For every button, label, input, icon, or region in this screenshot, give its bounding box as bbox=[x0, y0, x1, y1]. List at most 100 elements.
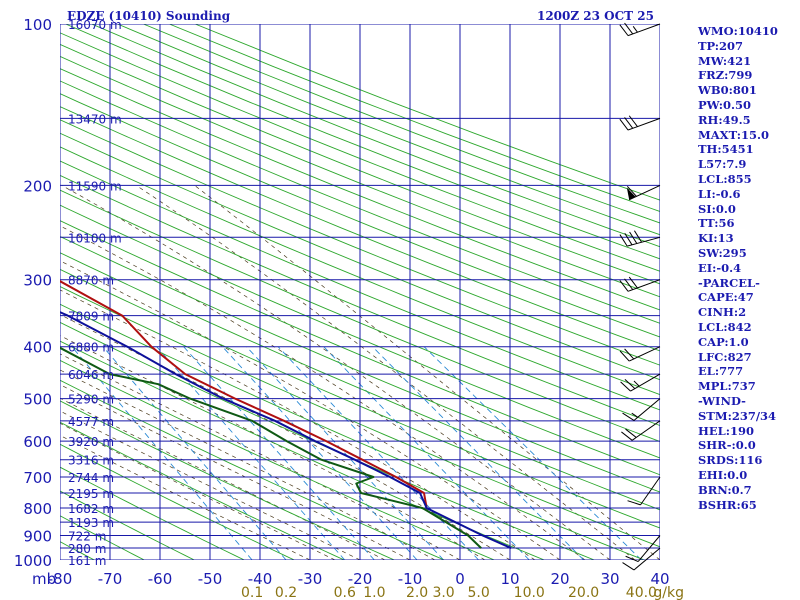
sounding-index: LCL:842 bbox=[698, 319, 752, 334]
mixing-ratio-line bbox=[71, 346, 253, 560]
temperature-tick-label: -20 bbox=[348, 570, 373, 588]
sounding-indices-panel: WMO:10410 TP:207 MW:421 FRZ:799 WB0:801 PW:0.… bbox=[698, 24, 798, 512]
pressure-tick-label: 500 bbox=[23, 391, 52, 409]
sounding-index: EHI:0.0 bbox=[698, 467, 748, 482]
wind-barb bbox=[619, 346, 661, 362]
mixing-ratio-line bbox=[102, 346, 287, 560]
temperature-tick-label: -30 bbox=[298, 570, 323, 588]
sounding-index: SHR-:0.0 bbox=[698, 438, 756, 453]
sounding-index: MPL:737 bbox=[698, 379, 756, 394]
sounding-index: STM:237/34 bbox=[698, 408, 777, 423]
mixing-ratio-label: 10.0 bbox=[514, 585, 545, 600]
sounding-index: LCL:855 bbox=[698, 171, 752, 186]
dry-adiabat-line bbox=[60, 32, 660, 272]
pressure-tick-label: 200 bbox=[23, 177, 52, 195]
dry-adiabat-line bbox=[65, 24, 660, 260]
sounding-index: FRZ:799 bbox=[698, 68, 753, 83]
pressure-unit-label: mb bbox=[32, 570, 56, 588]
dry-adiabat-line bbox=[60, 43, 660, 285]
height-label: 3920 m bbox=[68, 435, 114, 449]
height-label: 4577 m bbox=[68, 415, 114, 429]
wind-barb bbox=[619, 115, 661, 131]
wind-barb bbox=[621, 420, 661, 441]
wind-barb bbox=[627, 476, 661, 506]
mixing-ratio-label: 40.0 bbox=[626, 585, 657, 600]
sounding-index: CINH:2 bbox=[698, 305, 747, 320]
wind-barb bbox=[622, 398, 661, 421]
wind-barb bbox=[622, 547, 661, 571]
sounding-index: SI:0.0 bbox=[698, 201, 736, 216]
chart-datetime: 1200Z 23 OCT 25 bbox=[537, 9, 654, 23]
height-label: 1193 m bbox=[68, 516, 114, 530]
pressure-tick-label: 600 bbox=[23, 433, 52, 451]
mixing-ratio-label: 20.0 bbox=[568, 585, 599, 600]
pressure-tick-label: 400 bbox=[23, 339, 52, 357]
moist-adiabat-line bbox=[60, 410, 361, 560]
moist-adiabat-line bbox=[60, 335, 486, 560]
mixing-ratio-label: 2.0 bbox=[406, 585, 428, 600]
height-label: 161 m bbox=[68, 554, 106, 568]
profile-series-0 bbox=[60, 280, 428, 509]
wind-barb bbox=[619, 230, 661, 247]
sounding-index: EL:777 bbox=[698, 364, 744, 379]
mixing-ratio-line bbox=[372, 346, 584, 560]
chart-title: EDZE (10410) Sounding bbox=[67, 9, 231, 23]
mixing-ratio-line bbox=[323, 346, 530, 560]
temperature-tick-label: -70 bbox=[98, 570, 123, 588]
mixing-ratio-unit-label: g/kg bbox=[653, 585, 684, 600]
height-label: 6046 m bbox=[68, 368, 114, 382]
wind-barb bbox=[625, 535, 661, 563]
sounding-index: WB0:801 bbox=[698, 83, 757, 98]
mixing-ratio-line bbox=[156, 346, 346, 560]
temperature-tick-label: -50 bbox=[198, 570, 223, 588]
sounding-index: KI:13 bbox=[698, 231, 734, 246]
sounding-index: TH:5451 bbox=[698, 142, 754, 157]
sounding-index: LFC:827 bbox=[698, 349, 752, 364]
height-label: 3316 m bbox=[68, 454, 114, 468]
sounding-index: BSHR:65 bbox=[698, 497, 757, 512]
height-label: 16070 m bbox=[68, 18, 122, 32]
temperature-tick-label: 20 bbox=[550, 570, 569, 588]
height-label: 11590 m bbox=[68, 179, 122, 193]
wind-barb bbox=[626, 184, 661, 201]
mixing-ratio-label: 0.6 bbox=[334, 585, 356, 600]
sounding-index: WMO:10410 bbox=[698, 24, 778, 38]
moist-adiabat-line bbox=[61, 185, 611, 560]
sounding-index: CAPE:47 bbox=[698, 290, 754, 305]
sounding-index: -PARCEL- bbox=[698, 275, 760, 290]
temperature-tick-label: -80 bbox=[48, 570, 73, 588]
height-label: 6880 m bbox=[68, 341, 114, 355]
sounding-index: BRN:0.7 bbox=[698, 482, 752, 497]
sounding-index: LI:-0.6 bbox=[698, 186, 741, 201]
mixing-ratio-label: 5.0 bbox=[467, 585, 489, 600]
mixing-ratio-line bbox=[222, 346, 418, 560]
height-label: 722 m bbox=[68, 529, 106, 543]
height-label: 13470 m bbox=[68, 112, 122, 126]
profile-series-2 bbox=[60, 311, 512, 550]
sounding-index: EI:-0.4 bbox=[698, 260, 742, 275]
pressure-tick-label: 100 bbox=[23, 16, 52, 34]
dry-adiabat-line bbox=[60, 379, 445, 560]
pressure-tick-label: 300 bbox=[23, 272, 52, 290]
height-label: 10100 m bbox=[68, 231, 122, 245]
mixing-ratio-line bbox=[277, 346, 479, 560]
pressure-tick-label: 700 bbox=[23, 469, 52, 487]
temperature-tick-label: 0 bbox=[455, 570, 465, 588]
mixing-ratio-line bbox=[183, 346, 375, 560]
sounding-index: RH:49.5 bbox=[698, 112, 751, 127]
sounding-index: CAP:1.0 bbox=[698, 334, 749, 349]
profile-lines bbox=[60, 280, 512, 550]
pressure-tick-label: 800 bbox=[23, 500, 52, 518]
height-label: 7809 m bbox=[68, 310, 114, 324]
height-label: 280 m bbox=[68, 542, 106, 556]
pressure-temperature-grid bbox=[60, 24, 660, 560]
height-label: 1682 m bbox=[68, 502, 114, 516]
temperature-tick-label: -10 bbox=[398, 570, 423, 588]
moist-adiabat-line bbox=[60, 225, 586, 560]
mixing-ratio-label: 3.0 bbox=[432, 585, 454, 600]
sounding-index: -WIND- bbox=[698, 393, 746, 408]
sounding-index: L57:7.9 bbox=[698, 157, 747, 172]
